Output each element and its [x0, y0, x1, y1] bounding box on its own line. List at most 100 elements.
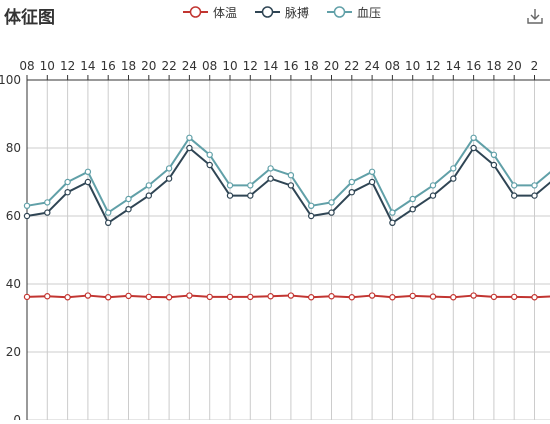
- data-point-1: [389, 219, 396, 226]
- x-tick-label: 22: [161, 59, 176, 73]
- x-tick-label: 10: [40, 59, 55, 73]
- data-point-2: [206, 151, 213, 158]
- x-tick-label: 18: [304, 59, 319, 73]
- data-point-1: [287, 182, 295, 189]
- data-point-2: [64, 178, 71, 186]
- data-point-1: [104, 219, 112, 226]
- data-point-1: [490, 161, 498, 169]
- data-point-0: [165, 294, 173, 301]
- x-tick-label: 24: [182, 59, 197, 73]
- data-point-0: [368, 292, 376, 299]
- data-point-1: [206, 161, 213, 169]
- x-tick-label: 16: [283, 59, 298, 73]
- x-tick-label: 20: [141, 59, 156, 73]
- data-point-2: [328, 199, 335, 206]
- y-tick-label: 80: [6, 141, 21, 155]
- data-point-2: [429, 182, 437, 189]
- legend-symbol-blood-pressure: [327, 6, 353, 18]
- data-point-2: [308, 202, 315, 209]
- data-point-0: [470, 292, 477, 299]
- x-tick-label: 10: [222, 59, 237, 73]
- data-point-0: [328, 293, 335, 300]
- data-point-0: [490, 293, 498, 301]
- data-point-0: [348, 294, 355, 301]
- legend-symbol-pulse: [255, 6, 281, 18]
- data-point-2: [511, 182, 518, 189]
- download-icon: [527, 9, 543, 24]
- data-point-1: [125, 205, 132, 213]
- data-point-2: [125, 195, 132, 203]
- data-point-2: [145, 182, 152, 189]
- data-point-1: [328, 209, 335, 216]
- legend-label-blood-pressure: 血压: [357, 5, 382, 20]
- data-point-1: [145, 192, 152, 199]
- data-point-2: [368, 168, 376, 175]
- x-tick-label: 20: [507, 59, 522, 73]
- data-point-0: [409, 292, 416, 300]
- data-point-1: [64, 188, 71, 196]
- data-point-1: [470, 144, 477, 152]
- chart-title: 体征图: [4, 8, 55, 28]
- data-point-1: [267, 175, 274, 182]
- data-point-2: [348, 178, 355, 186]
- legend-label-temperature: 体温: [213, 5, 238, 20]
- data-point-0: [287, 292, 295, 299]
- data-point-0: [429, 293, 437, 300]
- data-point-2: [450, 165, 457, 172]
- data-point-1: [450, 175, 457, 182]
- data-point-0: [531, 294, 538, 301]
- data-point-0: [125, 292, 132, 300]
- x-tick-label: 08: [202, 59, 217, 73]
- x-tick-label: 16: [101, 59, 116, 73]
- data-point-1: [511, 192, 518, 199]
- save-as-image-button[interactable]: [526, 7, 544, 25]
- data-point-1: [23, 212, 31, 220]
- data-point-1: [368, 178, 376, 186]
- y-tick-label: 60: [6, 209, 21, 223]
- data-point-1: [531, 192, 538, 199]
- data-point-2: [389, 209, 396, 216]
- x-tick-label: 12: [60, 59, 75, 73]
- x-tick-label: 12: [425, 59, 440, 73]
- x-tick-label: 14: [263, 59, 278, 73]
- y-tick-label: 20: [6, 345, 21, 359]
- data-point-0: [84, 292, 92, 299]
- legend-item-temperature[interactable]: 体温: [183, 4, 237, 21]
- data-point-1: [186, 144, 193, 152]
- data-point-2: [104, 209, 112, 216]
- x-tick-label: 08: [385, 59, 400, 73]
- data-point-1: [429, 192, 437, 199]
- x-tick-label: 20: [324, 59, 339, 73]
- x-tick-label: 24: [364, 59, 379, 73]
- y-tick-label: 100: [0, 73, 21, 87]
- legend-symbol-temperature: [183, 6, 208, 18]
- x-tick-label: 18: [121, 59, 136, 73]
- legend-label-pulse: 脉搏: [285, 5, 310, 20]
- data-point-2: [531, 182, 538, 189]
- data-point-1: [84, 178, 92, 186]
- data-point-1: [348, 188, 355, 196]
- data-point-0: [145, 293, 152, 301]
- data-point-1: [308, 212, 315, 220]
- legend-item-pulse[interactable]: 脉搏: [255, 4, 309, 21]
- data-point-2: [267, 165, 274, 172]
- data-point-0: [23, 293, 31, 301]
- data-point-0: [450, 294, 457, 301]
- legend-item-blood-pressure[interactable]: 血压: [327, 4, 381, 21]
- data-point-2: [165, 165, 173, 172]
- data-point-2: [23, 202, 31, 209]
- data-point-2: [409, 195, 416, 203]
- data-point-1: [226, 192, 234, 199]
- data-point-1: [165, 175, 173, 182]
- data-point-0: [64, 294, 71, 301]
- data-point-0: [389, 294, 396, 301]
- data-point-2: [84, 168, 92, 175]
- data-point-0: [247, 293, 254, 301]
- x-tick-label: 08: [19, 59, 34, 73]
- data-point-1: [409, 205, 416, 213]
- data-point-0: [308, 294, 315, 301]
- x-tick-label: 10: [405, 59, 420, 73]
- data-point-0: [511, 293, 518, 301]
